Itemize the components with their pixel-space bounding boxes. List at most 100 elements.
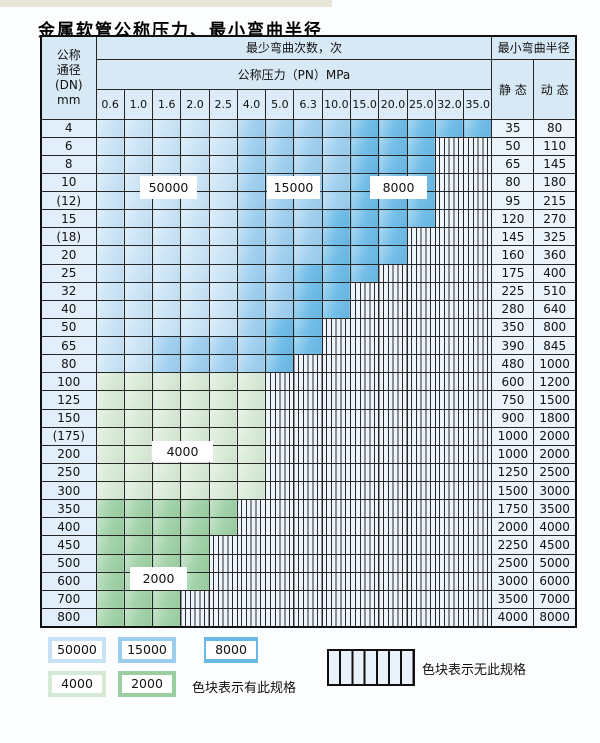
- spec-cell-2000: [180, 535, 210, 555]
- spec-cell-2000: [95, 535, 125, 555]
- dynamic-value: 5000: [533, 553, 577, 573]
- spec-cell-50000: [95, 154, 125, 174]
- spec-cell-4000: [95, 408, 125, 428]
- no-spec-cell: [434, 263, 465, 283]
- static-value: 95: [491, 190, 535, 211]
- spec-cell-4000: [123, 426, 154, 446]
- no-spec-cell: [463, 408, 493, 428]
- spec-table: 公称 通径 (DN) mm 最少弯曲次数，次 最小弯曲半径 公称压力（PN）MP…: [40, 35, 577, 628]
- no-spec-cell: [434, 480, 465, 501]
- spec-cell-4000: [180, 408, 210, 428]
- no-spec-cell: [463, 354, 493, 374]
- no-spec-cell: [378, 553, 408, 573]
- spec-cell-15000: [152, 354, 182, 374]
- spec-cell-50000: [95, 172, 125, 193]
- no-spec-cell: [350, 480, 380, 501]
- spec-cell-50000: [180, 209, 210, 229]
- legend-swatch-label: 50000: [52, 641, 102, 659]
- no-spec-cell: [321, 444, 352, 464]
- no-spec-cell: [321, 480, 352, 501]
- no-spec-cell: [434, 462, 465, 483]
- dynamic-value: 845: [533, 335, 577, 356]
- spec-cell-8000: [378, 227, 408, 247]
- spec-cell-50000: [208, 172, 238, 193]
- table-row: (18) 145 325: [40, 227, 577, 247]
- no-spec-cell: [378, 444, 408, 464]
- no-spec-cell: [321, 408, 352, 428]
- no-spec-cell: [378, 589, 408, 609]
- no-spec-cell: [406, 227, 436, 247]
- dynamic-value: 4000: [533, 517, 577, 537]
- no-spec-cell: [463, 499, 493, 519]
- no-spec-cell: [406, 426, 436, 446]
- no-spec-cell: [434, 299, 465, 319]
- table-row: 250 1250 2500: [40, 462, 577, 483]
- table-row: 50 350 800: [40, 317, 577, 338]
- spec-cell-4000: [180, 372, 210, 392]
- no-spec-cell: [463, 172, 493, 193]
- no-spec-cell: [265, 607, 295, 628]
- no-spec-cell: [236, 571, 267, 591]
- dn-cell: 32: [40, 281, 97, 301]
- dynamic-value: 1200: [533, 372, 577, 392]
- dynamic-value: 215: [533, 190, 577, 211]
- spec-cell-50000: [208, 209, 238, 229]
- spec-cell-50000: [180, 154, 210, 174]
- pressure-value-header: 20.0: [378, 88, 408, 120]
- no-spec-cell: [265, 372, 295, 392]
- spec-cell-4000: [152, 390, 182, 410]
- dynamic-value: 2000: [533, 444, 577, 464]
- no-spec-cell: [406, 335, 436, 356]
- dynamic-value: 325: [533, 227, 577, 247]
- table-row: 200 1000 2000: [40, 444, 577, 464]
- no-spec-cell: [378, 335, 408, 356]
- no-spec-cell: [236, 499, 267, 519]
- dn-cell: 8: [40, 154, 97, 174]
- table-row: 15 120 270: [40, 209, 577, 229]
- legend-swatch-label: 8000: [206, 641, 256, 659]
- spec-cell-50000: [95, 263, 125, 283]
- pressure-value-header: 15.0: [350, 88, 380, 120]
- spec-cell-15000: [265, 299, 295, 319]
- no-spec-cell: [265, 589, 295, 609]
- dynamic-value: 640: [533, 299, 577, 319]
- dn-header-line: (DN): [54, 77, 83, 92]
- spec-cell-4000: [180, 390, 210, 410]
- dynamic-value: 1500: [533, 390, 577, 410]
- spec-cell-50000: [123, 317, 154, 338]
- dynamic-value: 145: [533, 154, 577, 174]
- spec-cell-50000: [208, 317, 238, 338]
- static-value: 1000: [491, 426, 535, 446]
- spec-cell-50000: [180, 281, 210, 301]
- no-spec-cell: [265, 535, 295, 555]
- spec-table-wrapper: 公称 通径 (DN) mm 最少弯曲次数，次 最小弯曲半径 公称压力（PN）MP…: [40, 35, 577, 628]
- no-spec-cell: [434, 227, 465, 247]
- no-spec-cell: [265, 426, 295, 446]
- spec-cell-2000: [180, 499, 210, 519]
- no-spec-cell: [434, 136, 465, 156]
- spec-cell-2000: [152, 517, 182, 537]
- dn-cell: 50: [40, 317, 97, 338]
- static-value: 2000: [491, 517, 535, 537]
- dynamic-value: 6000: [533, 571, 577, 591]
- pressure-value-header: 5.0: [265, 88, 295, 120]
- spec-cell-50000: [152, 227, 182, 247]
- spec-cell-2000: [180, 571, 210, 591]
- no-spec-cell: [236, 517, 267, 537]
- spec-cell-15000: [293, 118, 323, 138]
- legend-swatch-15000: 15000: [118, 637, 176, 663]
- static-value: 2250: [491, 535, 535, 555]
- dn-header-line: 通径: [56, 62, 81, 77]
- no-spec-cell: [463, 136, 493, 156]
- table-row: 25 175 400: [40, 263, 577, 283]
- no-spec-cell: [378, 372, 408, 392]
- spec-cell-50000: [95, 118, 125, 138]
- spec-cell-8000: [293, 317, 323, 338]
- no-spec-cell: [434, 535, 465, 555]
- no-spec-cell: [236, 535, 267, 555]
- spec-cell-8000: [265, 335, 295, 356]
- no-spec-cell: [378, 499, 408, 519]
- spec-cell-4000: [236, 462, 267, 483]
- spec-cell-8000: [378, 209, 408, 229]
- dynamic-value: 180: [533, 172, 577, 193]
